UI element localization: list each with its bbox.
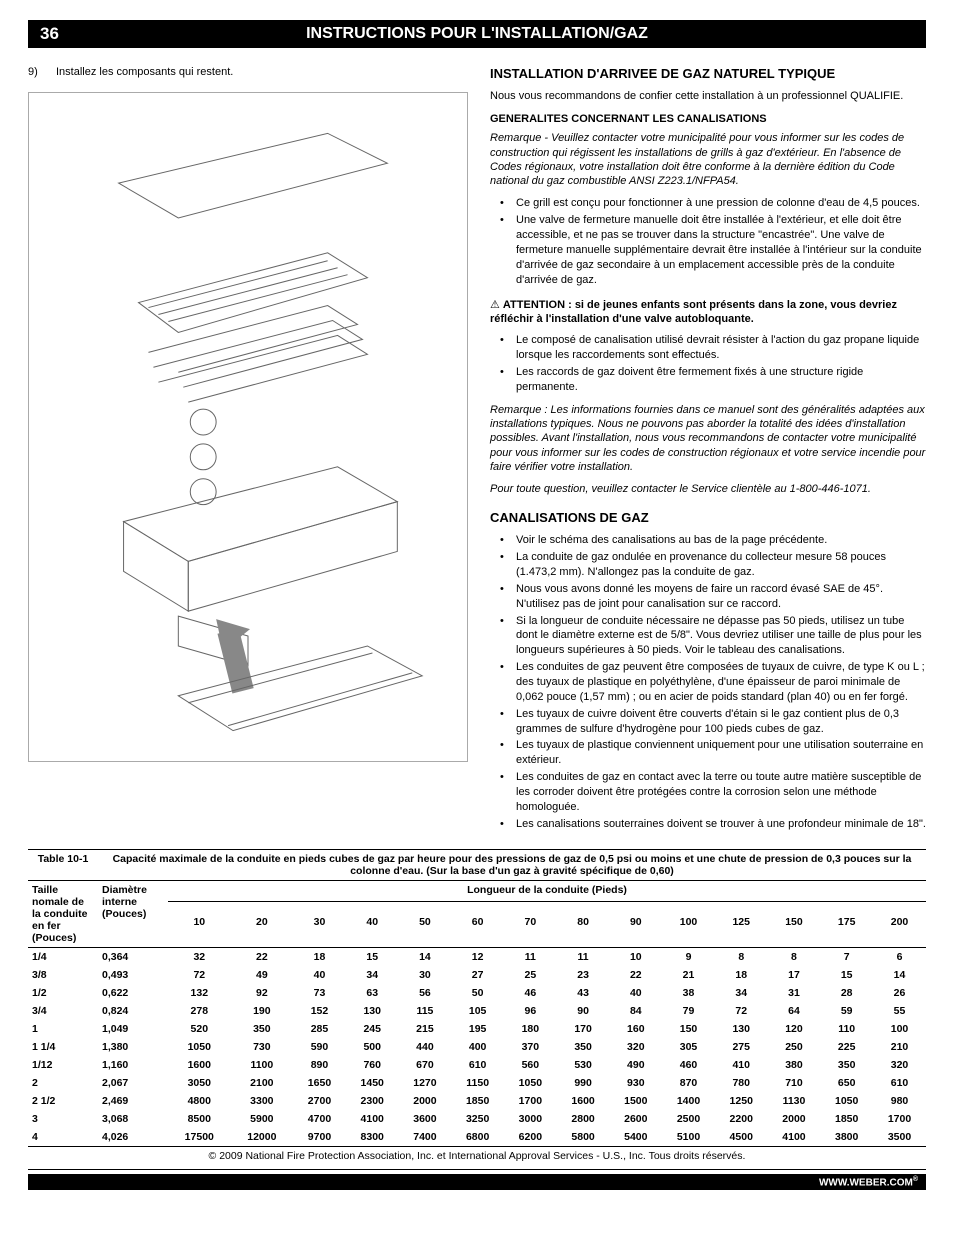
list-item: Le composé de canalisation utilisé devra… <box>490 333 926 363</box>
list-item: Les canalisations souterraines doivent s… <box>490 817 926 832</box>
length-col-header: 200 <box>873 902 926 948</box>
list-item: Voir le schéma des canalisations au bas … <box>490 533 926 548</box>
length-col-header: 125 <box>715 902 768 948</box>
table-row: 1/20,62213292736356504643403834312826 <box>28 984 926 1002</box>
list-item: La conduite de gaz ondulée en provenance… <box>490 550 926 580</box>
length-col-header: 50 <box>399 902 452 948</box>
warning-block: ⚠ ATTENTION : si de jeunes enfants sont … <box>490 298 926 328</box>
section2-title: CANALISATIONS DE GAZ <box>490 510 926 525</box>
length-col-header: 10 <box>168 902 231 948</box>
length-col-header: 80 <box>557 902 610 948</box>
step-text: Installez les composants qui restent. <box>56 66 233 78</box>
content-columns: 9) Installez les composants qui restent. <box>28 66 926 839</box>
pipe-capacity-table: Table 10-1 Capacité maximale de la condu… <box>28 849 926 1165</box>
list-item: Nous vous avons donné les moyens de fair… <box>490 582 926 612</box>
warning-bullets: Le composé de canalisation utilisé devra… <box>490 333 926 394</box>
table-copyright: © 2009 National Fire Protection Associat… <box>28 1146 926 1165</box>
table-row: 3/80,4937249403430272523222118171514 <box>28 966 926 984</box>
list-item: Les conduites de gaz peuvent être compos… <box>490 660 926 705</box>
length-col-header: 90 <box>609 902 662 948</box>
table-row: 2 1/22,469480033002700230020001850170016… <box>28 1092 926 1110</box>
diagram-svg <box>29 93 467 761</box>
assembly-diagram <box>28 92 468 762</box>
length-header: Longueur de la conduite (Pieds) <box>168 880 926 901</box>
section1-subtitle: GENERALITES CONCERNANT LES CANALISATIONS <box>490 113 926 125</box>
warning-icon: ⚠ <box>490 299 503 311</box>
footer-bar: WWW.WEBER.COM® <box>28 1174 926 1190</box>
step-line: 9) Installez les composants qui restent. <box>28 66 468 78</box>
table-row: 1/121,1601600110089076067061056053049046… <box>28 1056 926 1074</box>
footer-reg: ® <box>913 1176 918 1183</box>
table-row: 1/40,36432221815141211111098876 <box>28 947 926 966</box>
length-col-header: 60 <box>451 902 504 948</box>
list-item: Les tuyaux de plastique conviennent uniq… <box>490 738 926 768</box>
table-row: 22,0673050210016501450127011501050990930… <box>28 1074 926 1092</box>
table-row: 11,0495203502852452151951801701601501301… <box>28 1020 926 1038</box>
pipe-table-wrap: Table 10-1 Capacité maximale de la condu… <box>28 849 926 1170</box>
section1-bullets: Ce grill est conçu pour fonctionner à un… <box>490 196 926 287</box>
list-item: Une valve de fermeture manuelle doit êtr… <box>490 213 926 287</box>
list-item: Les conduites de gaz en contact avec la … <box>490 770 926 815</box>
page-number: 36 <box>28 24 118 44</box>
right-column: INSTALLATION D'ARRIVEE DE GAZ NATUREL TY… <box>490 66 926 839</box>
table-row: 33,0688500590047004100360032503000280026… <box>28 1110 926 1128</box>
section1-title: INSTALLATION D'ARRIVEE DE GAZ NATUREL TY… <box>490 66 926 81</box>
section1-note: Remarque - Veuillez contacter votre muni… <box>490 131 926 188</box>
length-col-header: 20 <box>231 902 294 948</box>
list-item: Ce grill est conçu pour fonctionner à un… <box>490 196 926 211</box>
section1-note3: Pour toute question, veuillez contacter … <box>490 482 926 496</box>
list-item: Les tuyaux de cuivre doivent être couver… <box>490 707 926 737</box>
page-title: INSTRUCTIONS POUR L'INSTALLATION/GAZ <box>118 25 926 43</box>
step-number: 9) <box>28 66 56 78</box>
footer-url: WWW.WEBER.COM <box>819 1177 913 1188</box>
length-col-header: 70 <box>504 902 557 948</box>
section1-p1: Nous vous recommandons de confier cette … <box>490 89 926 103</box>
table-caption: Capacité maximale de la conduite en pied… <box>98 850 926 881</box>
table-row: 1 1/41,380105073059050044040037035032030… <box>28 1038 926 1056</box>
list-item: Les raccords de gaz doivent être fermeme… <box>490 365 926 395</box>
section2-bullets: Voir le schéma des canalisations au bas … <box>490 533 926 831</box>
length-col-header: 150 <box>768 902 821 948</box>
size-header: Taille nomale de la conduite en fer (Pou… <box>28 880 98 947</box>
section1-note2: Remarque : Les informations fournies dan… <box>490 403 926 474</box>
length-col-header: 175 <box>820 902 873 948</box>
table-row: 3/40,82427819015213011510596908479726459… <box>28 1002 926 1020</box>
table-label: Table 10-1 <box>28 850 98 881</box>
length-col-header: 40 <box>346 902 399 948</box>
table-row: 44,0261750012000970083007400680062005800… <box>28 1128 926 1147</box>
left-column: 9) Installez les composants qui restent. <box>28 66 468 839</box>
list-item: Si la longueur de conduite nécessaire ne… <box>490 614 926 659</box>
length-col-header: 30 <box>293 902 346 948</box>
length-col-header: 100 <box>662 902 715 948</box>
header-bar: 36 INSTRUCTIONS POUR L'INSTALLATION/GAZ <box>28 20 926 48</box>
diameter-header: Diamètre interne (Pouces) <box>98 880 168 947</box>
warning-text: ATTENTION : si de jeunes enfants sont pr… <box>490 299 897 326</box>
